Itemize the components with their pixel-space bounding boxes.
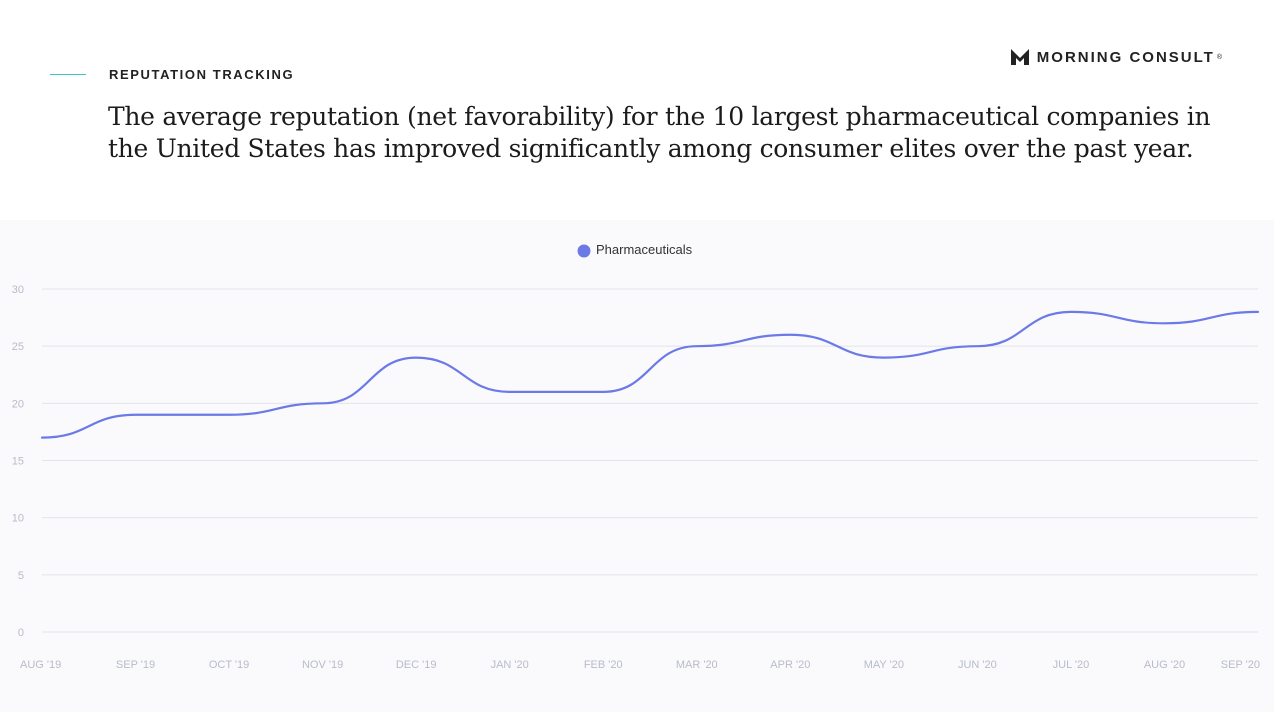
y-tick-label: 20	[12, 398, 24, 410]
y-tick-label: 5	[18, 570, 24, 582]
series-line-pharmaceuticals	[40, 310, 1260, 439]
x-tick-label: AUG '20	[1144, 659, 1185, 671]
x-tick-label: MAY '20	[864, 659, 904, 671]
x-tick-label: FEB '20	[584, 659, 623, 671]
line-chart: 0 5 10 15 20 25 30 AUG '19 SEP '19 OCT '19 NOV '19…	[12, 242, 1260, 671]
y-tick-label: 30	[12, 284, 24, 296]
x-tick-label: JAN '20	[491, 659, 529, 671]
legend-marker	[577, 244, 591, 258]
y-tick-label: 0	[18, 627, 24, 639]
x-tick-label: JUL '20	[1053, 659, 1090, 671]
x-tick-label: JUN '20	[958, 659, 997, 671]
x-tick-label: AUG '19	[20, 659, 61, 671]
y-tick-label: 15	[12, 456, 24, 468]
y-tick-label: 25	[12, 341, 24, 353]
x-tick-label: OCT '19	[209, 659, 249, 671]
x-tick-label: MAR '20	[676, 659, 718, 671]
legend-label: Pharmaceuticals	[596, 242, 693, 257]
x-tick-label: DEC '19	[396, 659, 437, 671]
x-tick-label: APR '20	[770, 659, 810, 671]
brand-registered-mark: ®	[1216, 53, 1222, 61]
headline: The average reputation (net favorability…	[108, 102, 1211, 163]
section-label: REPUTATION TRACKING	[109, 67, 295, 82]
accent-line	[50, 74, 86, 75]
brand-name: MORNING CONSULT	[1036, 48, 1215, 66]
x-tick-label: NOV '19	[302, 659, 343, 671]
x-tick-label: SEP '20	[1221, 659, 1260, 671]
y-tick-label: 10	[12, 513, 24, 525]
x-tick-label: SEP '19	[116, 659, 155, 671]
chart-panel: 0 5 10 15 20 25 30 AUG '19 SEP '19 OCT '19 NOV '19…	[0, 220, 1274, 712]
brand-logo: MORNING CONSULT ®	[1010, 48, 1222, 66]
morning-consult-logo-icon	[1010, 49, 1029, 65]
